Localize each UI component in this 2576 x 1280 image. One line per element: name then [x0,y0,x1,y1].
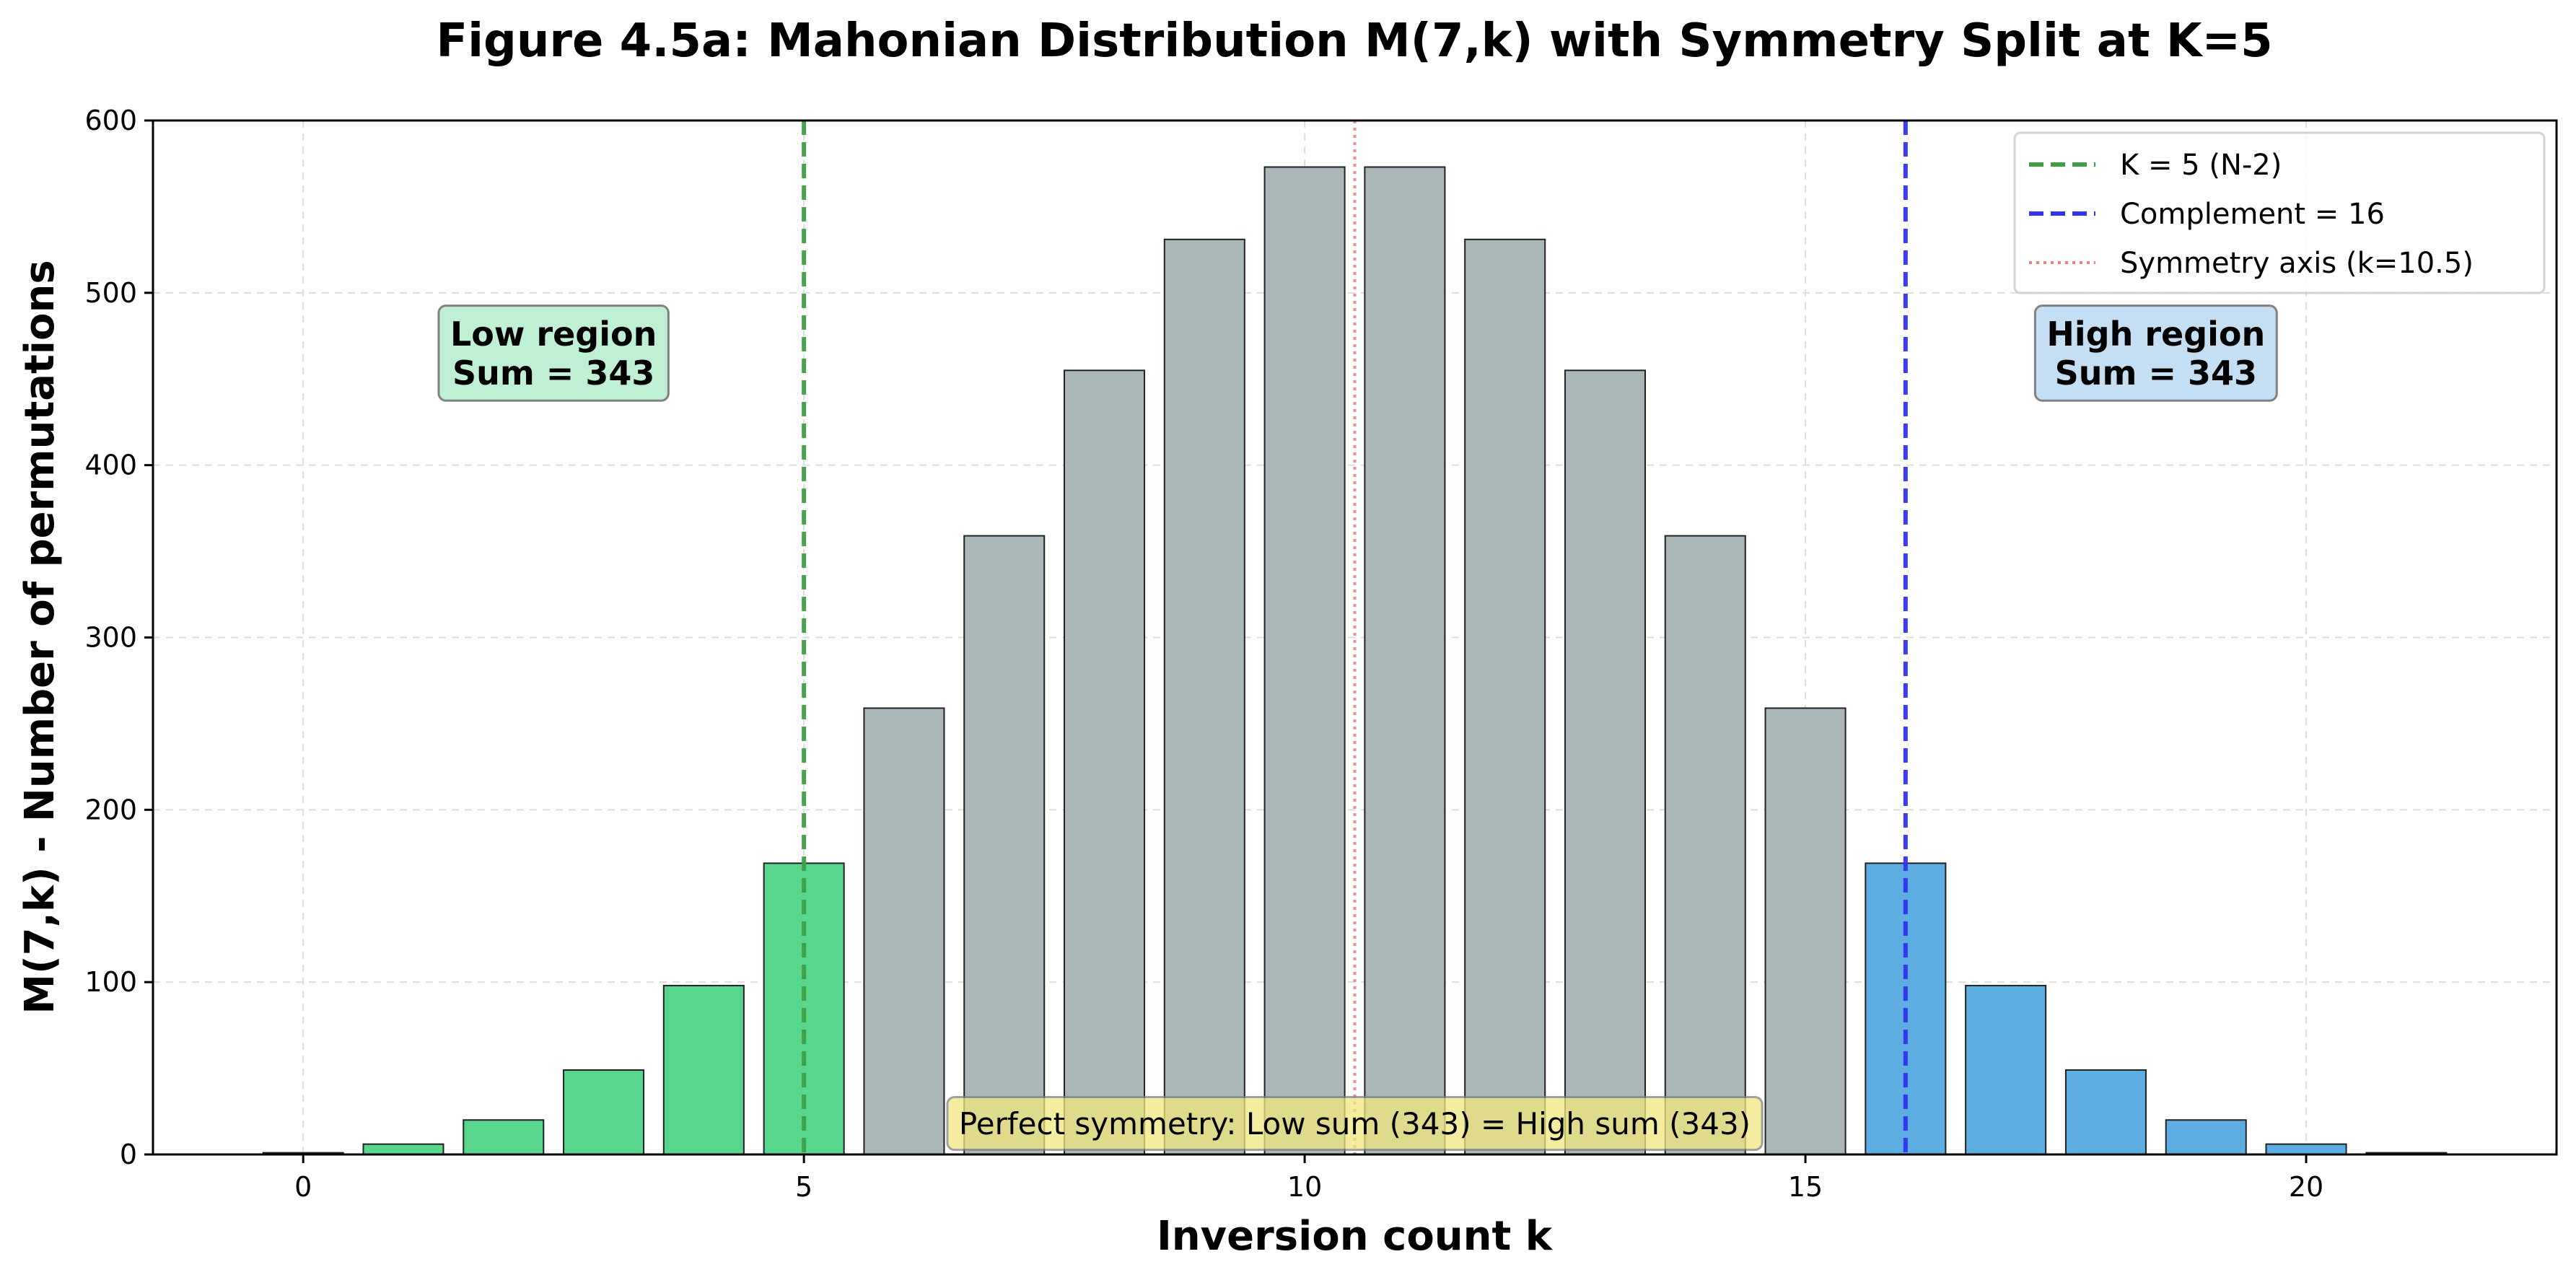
y-tick-label: 500 [84,277,137,309]
bar-k14 [1664,535,1746,1155]
x-tick-label: 20 [2289,1171,2323,1203]
legend-label: Complement = 16 [2120,198,2385,231]
bar-k20 [2265,1143,2347,1156]
annotation-text: Perfect symmetry: Low sum (343) = High s… [959,1106,1751,1141]
bar-k2 [463,1119,545,1155]
x-tick-label: 15 [1788,1171,1823,1203]
y-tick-label: 300 [84,622,137,654]
bar-k3 [563,1069,645,1156]
annotation-text: Low region [450,315,657,354]
bar-k1 [362,1143,444,1156]
bar-k12 [1464,238,1546,1155]
annotation-text: High region [2046,315,2265,354]
x-tick-label: 5 [795,1171,812,1203]
y-axis-label: M(7,k) - Number of permutations [17,260,63,1014]
legend: K = 5 (N-2) Complement = 16 Symmetry axis … [2013,131,2546,294]
chart-title: Figure 4.5a: Mahonian Distribution M(7,k… [436,14,2272,68]
bar-k19 [2165,1119,2247,1155]
annotation-text: Sum = 343 [2055,354,2257,393]
y-tick-label: 200 [84,794,137,825]
annotation-box [946,1095,1764,1152]
bar-k10 [1263,166,1346,1156]
legend-label: Symmetry axis (k=10.5) [2120,247,2474,280]
y-tick-label: 0 [120,1139,137,1170]
x-tick-label: 0 [294,1171,312,1203]
annotation-box [2033,304,2278,402]
bar-k11 [1364,166,1446,1156]
y-tick-label: 100 [84,966,137,998]
bar-k4 [662,984,745,1156]
y-tick-label: 400 [84,450,137,481]
annotation-2: Perfect symmetry: Low sum (343) = High s… [946,1095,1764,1152]
legend-label: K = 5 (N-2) [2120,149,2282,182]
bar-k15 [1764,707,1846,1155]
annotation-box [437,304,670,402]
y-tick-label: 600 [84,105,137,136]
bar-k6 [863,707,945,1155]
bar-k9 [1163,238,1245,1155]
legend-box [2013,131,2546,294]
bar-k7 [963,535,1046,1155]
x-axis-label: Inversion count k [1157,1213,1554,1260]
annotation-text: Sum = 343 [452,354,654,393]
bar-k13 [1564,369,1646,1155]
bar-k17 [1965,984,2047,1156]
bar-k8 [1064,369,1146,1155]
x-tick-label: 10 [1287,1171,1322,1203]
bar-k18 [2064,1069,2147,1156]
